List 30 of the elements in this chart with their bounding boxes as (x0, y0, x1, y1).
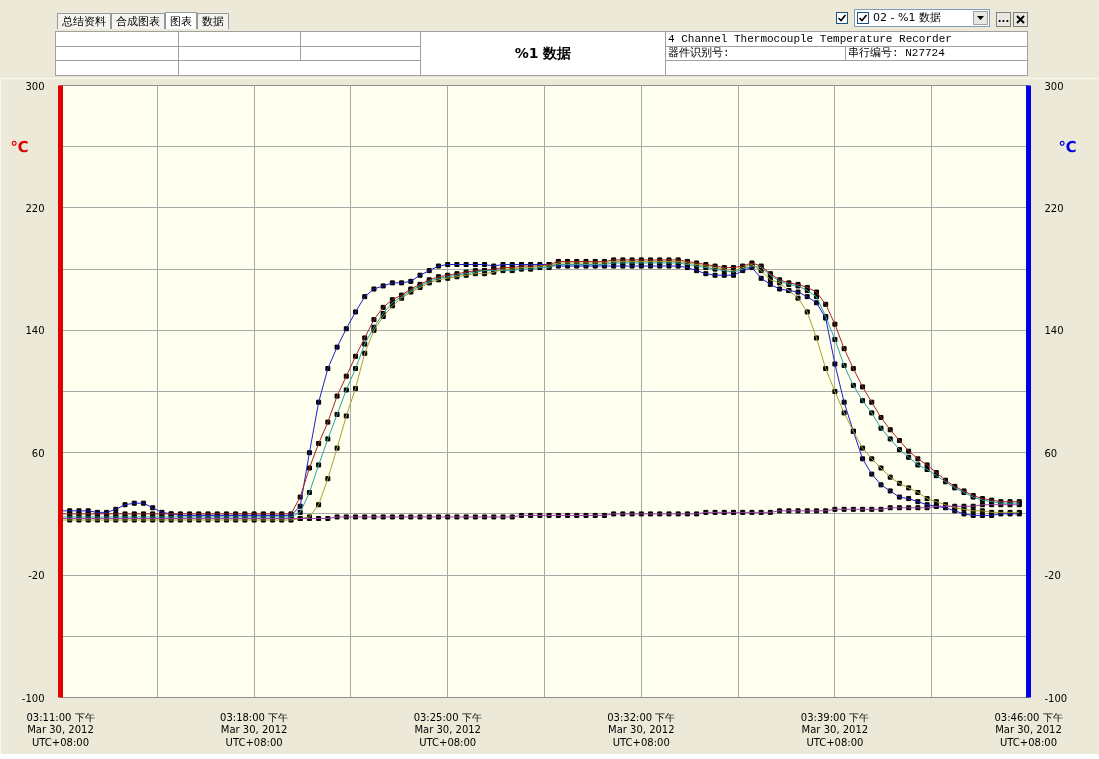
y-tick-label: -100 (21, 692, 45, 704)
y-tick-label: -20 (28, 570, 45, 582)
y2-tick-label: -100 (1044, 692, 1068, 704)
y2-tick-label: 300 (1044, 80, 1064, 92)
text: 总结资料 (57, 13, 111, 29)
y2-tick-label: 220 (1044, 202, 1064, 214)
y2-tick-label: 60 (1044, 447, 1058, 459)
text: 合成图表 (111, 13, 165, 29)
chart-title: %1 数据 (514, 45, 572, 61)
chart-subtitle: 4 Channel Thermocouple Temperature Recorder (665, 31, 1028, 47)
text: 串行编号: N27724 (845, 46, 1028, 61)
x-tick-label: 03:46:00 下午 Mar 30, 2012 UTC+08:00 (994, 711, 1063, 748)
x-tick-label: 03:18:00 下午 Mar 30, 2012 UTC+08:00 (220, 711, 289, 748)
text: ... (996, 12, 1011, 27)
text: 数据 (197, 13, 229, 29)
y-tick-label: 60 (31, 447, 45, 459)
text: 02 - %1 数据 (873, 10, 942, 26)
y-tick-label: 140 (25, 325, 45, 337)
y2-tick-label: -20 (1044, 570, 1061, 582)
y-tick-label: 220 (25, 202, 45, 214)
text: 器件识别号: (665, 46, 846, 61)
y2-tick-label: 140 (1044, 325, 1064, 337)
x-tick-label: 03:11:00 下午 Mar 30, 2012 UTC+08:00 (26, 711, 95, 748)
x-tick-label: 03:32:00 下午 Mar 30, 2012 UTC+08:00 (607, 711, 676, 748)
y2-axis-title: ℃ (1058, 137, 1077, 156)
text: 图表 (165, 12, 197, 29)
y-axis-title: ℃ (10, 137, 29, 156)
x-tick-label: 03:39:00 下午 Mar 30, 2012 UTC+08:00 (800, 711, 869, 748)
x-tick-label: 03:25:00 下午 Mar 30, 2012 UTC+08:00 (413, 711, 482, 748)
y-tick-label: 300 (25, 80, 45, 92)
